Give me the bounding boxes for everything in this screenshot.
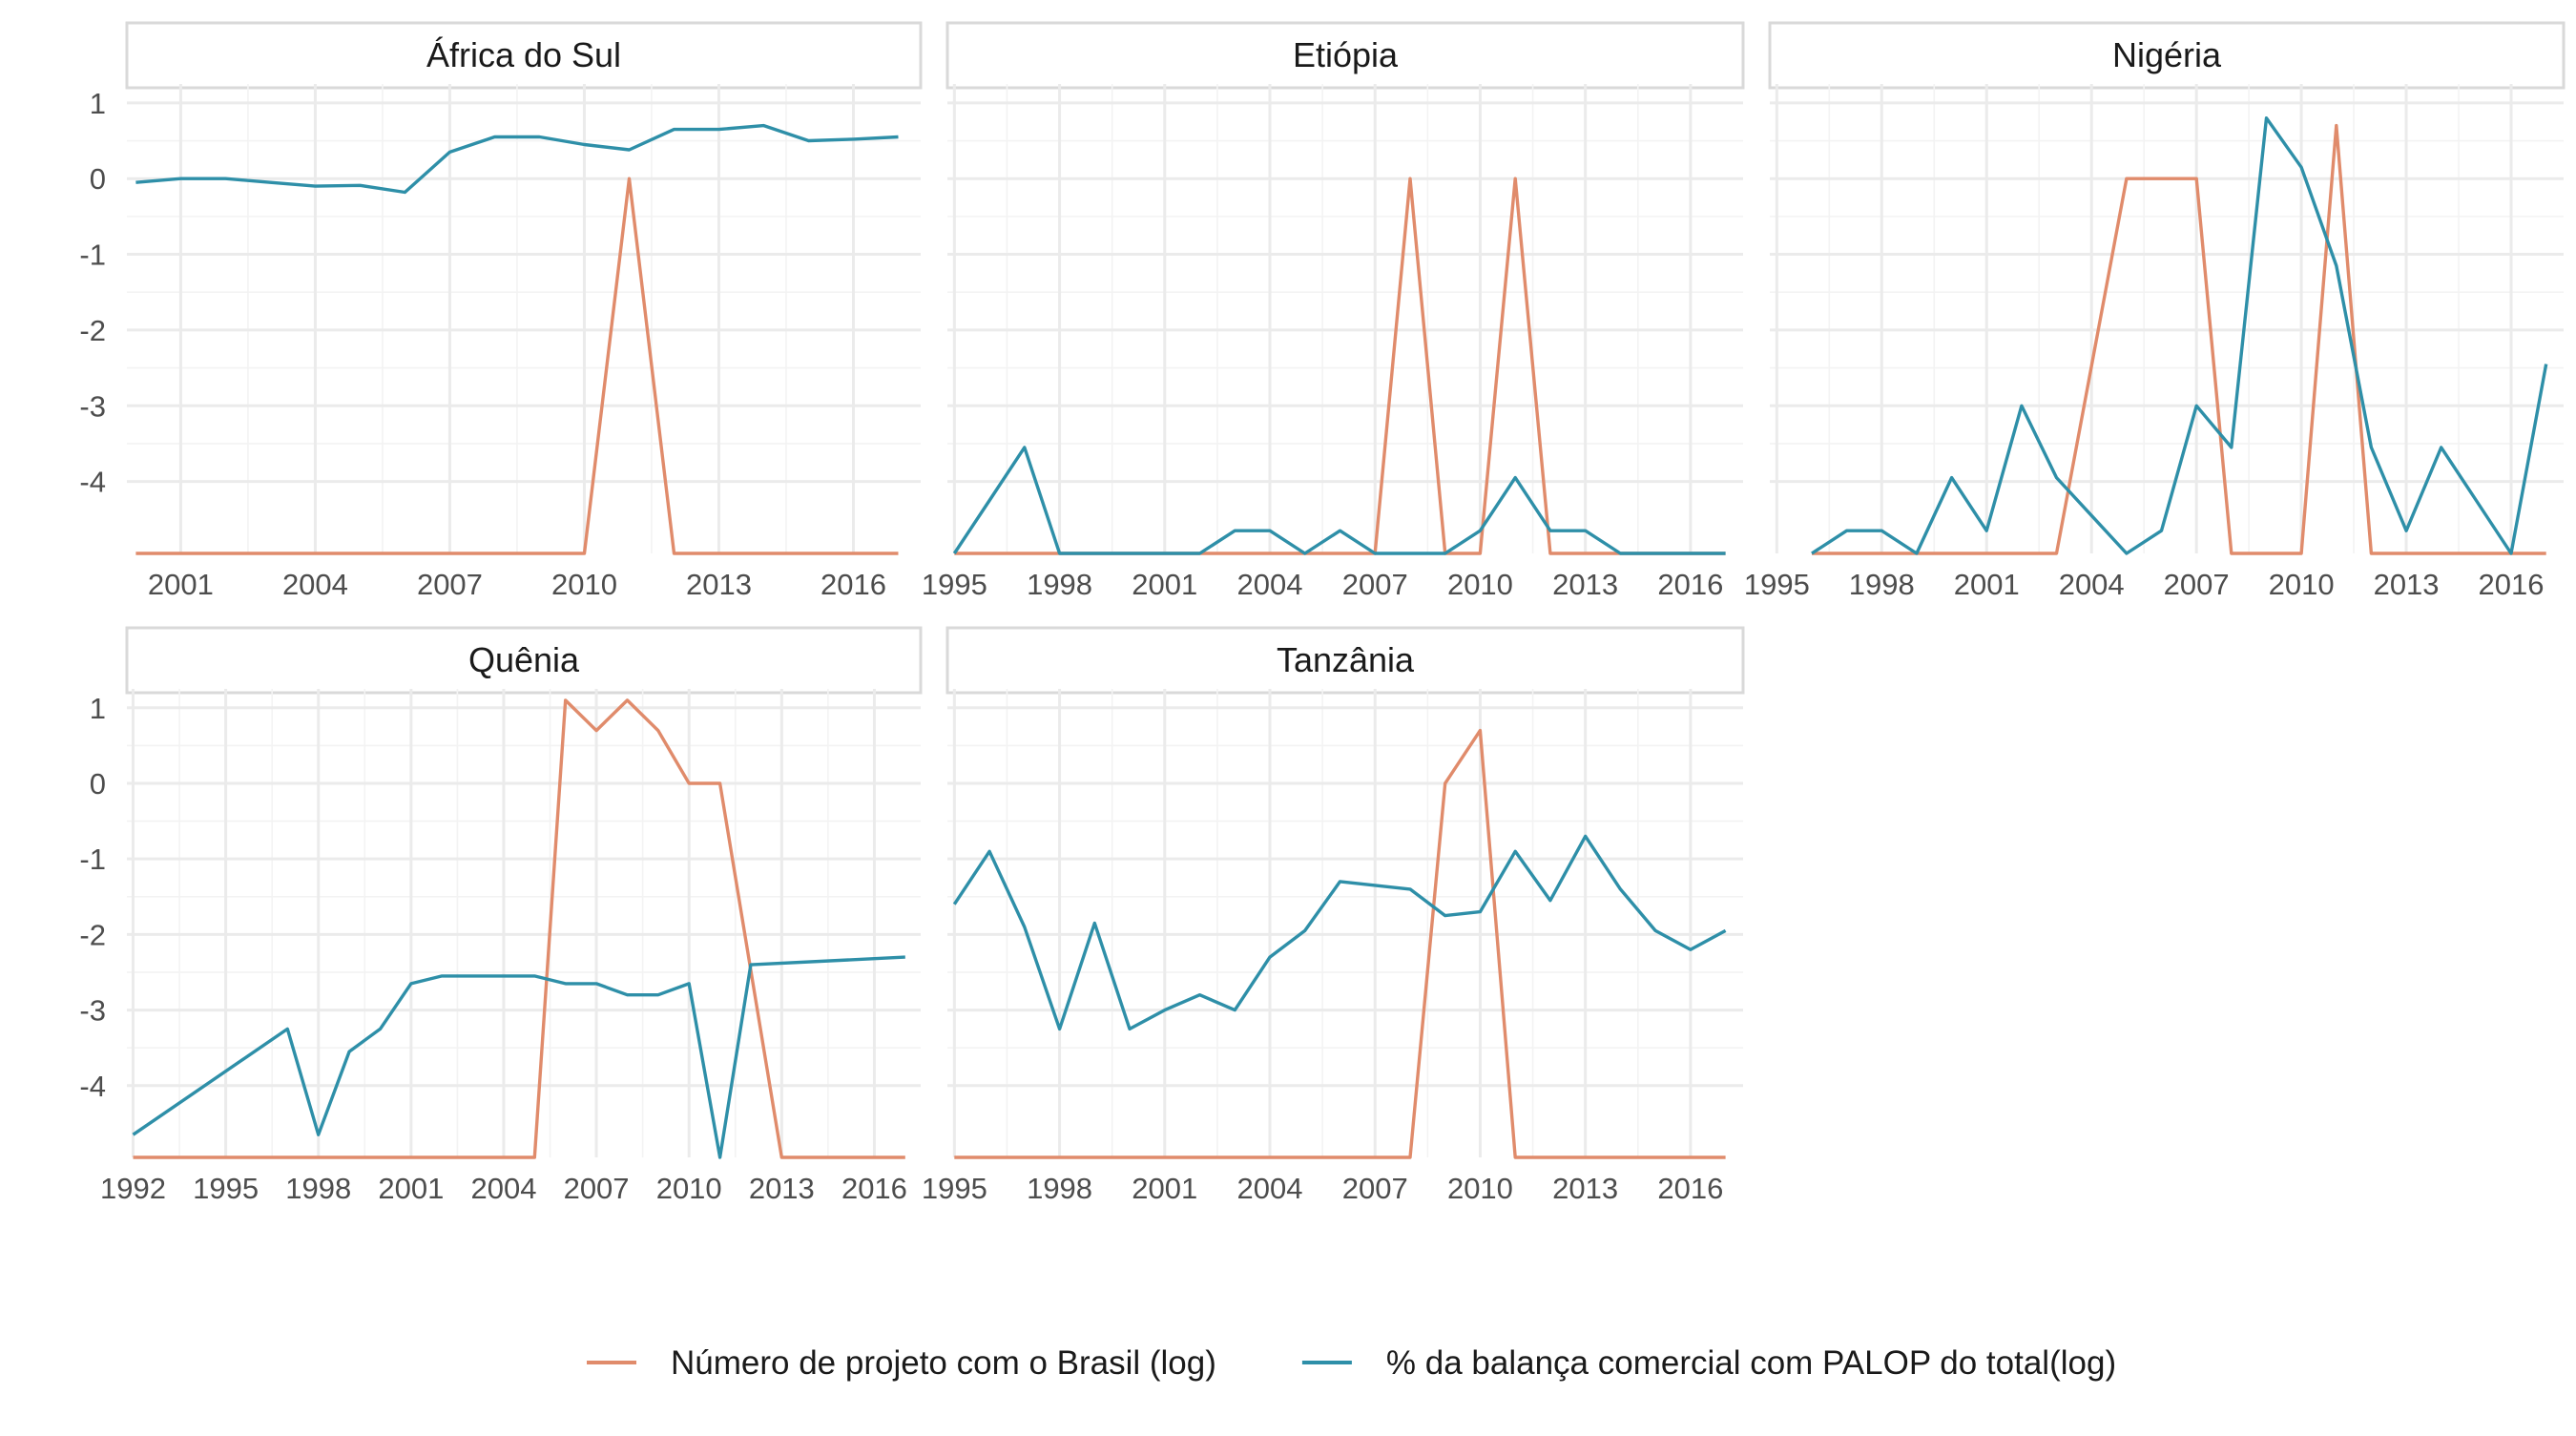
y-tick-label: 1 [90,87,106,120]
y-tick-label: -2 [79,314,106,347]
legend: Número de projeto com o Brasil (log) % da… [587,1344,2116,1382]
facet-quenia: Quênia 1 0 -1 -2 -3 -4 1992 1995 1998 2001 2004 2007… [79,626,923,1205]
facet-africa-do-sul: África do Sul 1 0 -1 -2 -3 -4 2001 2004 2007 2010 2… [79,21,923,601]
facet-etiopia: Etiópia 1995 1998 2001 2004 2007 2010 2013 2016 [922,21,1745,601]
x-tick-label: 2016 [841,1172,907,1205]
x-tick-label: 1995 [922,1172,987,1205]
x-tick-label: 1995 [1744,568,1810,601]
x-tick-label: 1998 [1027,568,1092,601]
facet-strip [945,21,1745,90]
x-tick-label: 2001 [378,1172,444,1205]
facet-title: África do Sul [426,35,621,74]
x-tick-label: 2004 [282,568,348,601]
series-line-balanca [1811,115,2548,555]
y-tick-label: -4 [79,1070,106,1103]
facet-title: Etiópia [1293,35,1399,74]
x-tick-label: 2013 [1552,1172,1618,1205]
facet-nigeria: Nigéria 1995 1998 2001 2004 2007 2010 2013 2016 [1744,21,2566,601]
x-tick-label: 2004 [1237,1172,1303,1205]
series-line-balanca [135,123,899,195]
x-tick-label: 2010 [551,568,617,601]
x-tick-label: 2001 [1132,568,1197,601]
x-tick-label: 2010 [2269,568,2335,601]
x-tick-label: 2010 [1447,568,1513,601]
y-tick-label: -3 [79,389,106,423]
x-tick-label: 2007 [417,568,483,601]
x-tick-label: 1998 [1027,1172,1092,1205]
x-tick-label: 2007 [1342,1172,1408,1205]
facet-title: Quênia [468,640,580,679]
facet-strip [125,21,923,90]
x-tick-label: 2007 [2164,568,2230,601]
x-tick-label: 1998 [285,1172,351,1205]
facet-tanzania: Tanzânia 1995 1998 2001 2004 2007 2010 2013 2016 [922,626,1745,1205]
x-tick-label: 1995 [922,568,987,601]
x-tick-label: 2013 [1552,568,1618,601]
x-tick-label: 1998 [1849,568,1915,601]
series-line-projetos [133,698,905,1159]
series-line-projetos [954,177,1726,555]
x-tick-label: 2007 [564,1172,630,1205]
y-tick-label: 0 [90,162,106,196]
legend-label-balanca: % da balança comercial com PALOP do tota… [1386,1344,2116,1382]
y-tick-label: -3 [79,994,106,1028]
y-tick-label: 1 [90,692,106,725]
x-tick-label: 2016 [1657,1172,1723,1205]
legend-label-projetos: Número de projeto com o Brasil (log) [671,1344,1216,1382]
x-tick-label: 2016 [2479,568,2545,601]
x-tick-label: 2001 [1132,1172,1197,1205]
x-tick-label: 1995 [193,1172,259,1205]
x-tick-label: 2010 [656,1172,722,1205]
x-tick-label: 1992 [100,1172,166,1205]
y-tick-label: -1 [79,843,106,876]
facet-strip [945,626,1745,695]
x-tick-label: 2001 [148,568,214,601]
y-tick-label: -1 [79,239,106,272]
facet-strip [1768,21,2566,90]
x-tick-label: 2010 [1447,1172,1513,1205]
y-tick-label: -2 [79,918,106,951]
x-tick-label: 2013 [749,1172,815,1205]
x-tick-label: 2004 [470,1172,536,1205]
series-line-projetos [1812,123,2546,555]
y-tick-label: 0 [90,767,106,801]
x-tick-label: 2001 [1954,568,2020,601]
x-tick-label: 2016 [1657,568,1723,601]
x-tick-label: 2013 [2374,568,2440,601]
x-tick-label: 2013 [686,568,752,601]
series-line-projetos [135,177,899,555]
facet-title: Tanzânia [1277,640,1415,679]
series-line-balanca [952,446,1726,555]
x-tick-label: 2007 [1342,568,1408,601]
facet-title: Nigéria [2112,35,2222,74]
x-tick-label: 2004 [2059,568,2125,601]
facet-strip [125,626,923,695]
series-line-balanca [952,834,1727,1031]
series-line-projetos [954,728,1726,1159]
x-tick-label: 2004 [1237,568,1303,601]
y-tick-label: -4 [79,466,106,499]
series-line-balanca [132,955,905,1159]
x-tick-label: 2016 [821,568,886,601]
